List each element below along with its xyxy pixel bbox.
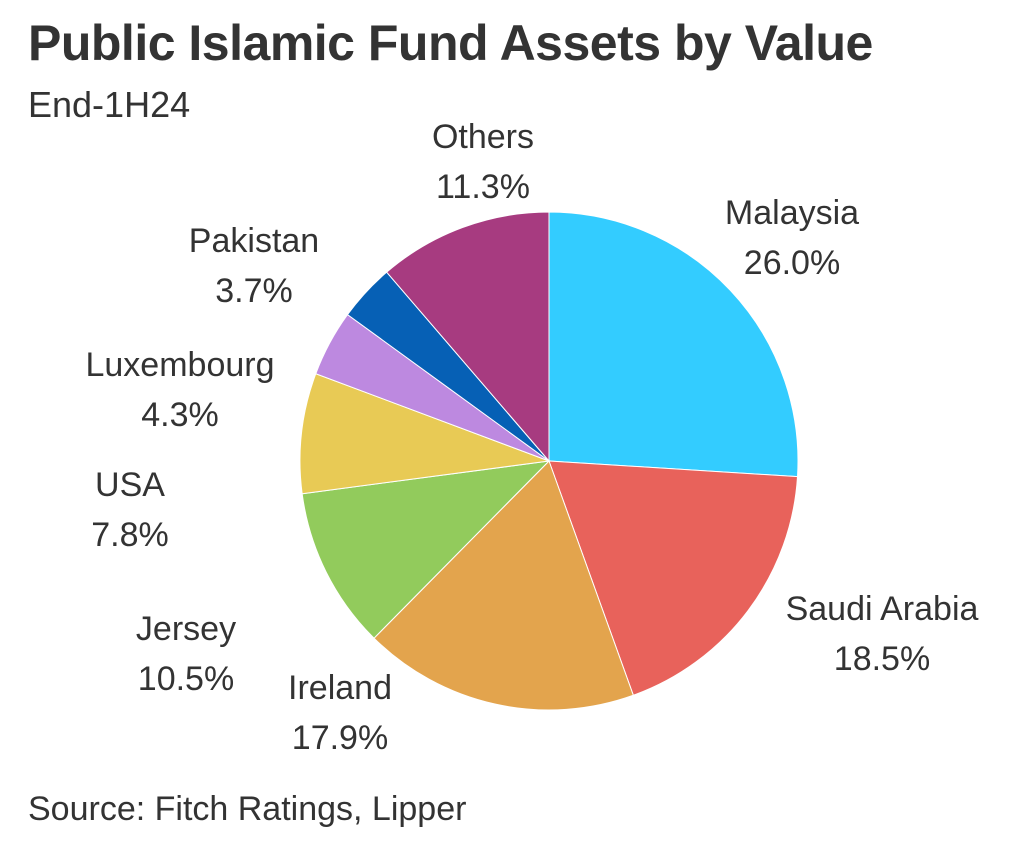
slice-label-value: 10.5% [138, 660, 234, 698]
chart-subtitle: End-1H24 [28, 84, 191, 125]
slice-label-value: 3.7% [215, 272, 293, 310]
pie-labels: Malaysia 26.0% Saudi Arabia 18.5% Ireland 17.… [85, 118, 978, 757]
slice-label-name: Others [432, 118, 534, 156]
slice-label-name: Saudi Arabia [786, 590, 979, 628]
chart-source: Source: Fitch Ratings, Lipper [28, 790, 467, 828]
slice-label-name: Jersey [136, 610, 236, 648]
slice-label-value: 18.5% [834, 640, 930, 678]
slice-label-value: 17.9% [292, 719, 388, 757]
chart-title: Public Islamic Fund Assets by Value [28, 15, 873, 71]
pie-slice-others[interactable] [385, 211, 550, 463]
slice-label-name: USA [95, 466, 165, 504]
pie-slices [299, 211, 799, 711]
pie-slice-malaysia[interactable] [548, 211, 799, 478]
slice-label-name: Luxembourg [85, 346, 274, 384]
slice-label-name: Malaysia [725, 194, 859, 232]
slice-label-value: 7.8% [91, 516, 169, 554]
pie-slice-usa[interactable] [299, 373, 550, 495]
pie-slice-saudi-arabia[interactable] [548, 460, 799, 696]
slice-label-name: Ireland [288, 669, 392, 707]
slice-label-value: 11.3% [436, 168, 530, 206]
slice-label-value: 4.3% [141, 396, 219, 434]
slice-label-name: Pakistan [189, 222, 319, 260]
pie-slice-jersey[interactable] [301, 460, 551, 639]
slice-label-value: 26.0% [744, 244, 840, 282]
pie-slice-ireland[interactable] [373, 460, 634, 711]
